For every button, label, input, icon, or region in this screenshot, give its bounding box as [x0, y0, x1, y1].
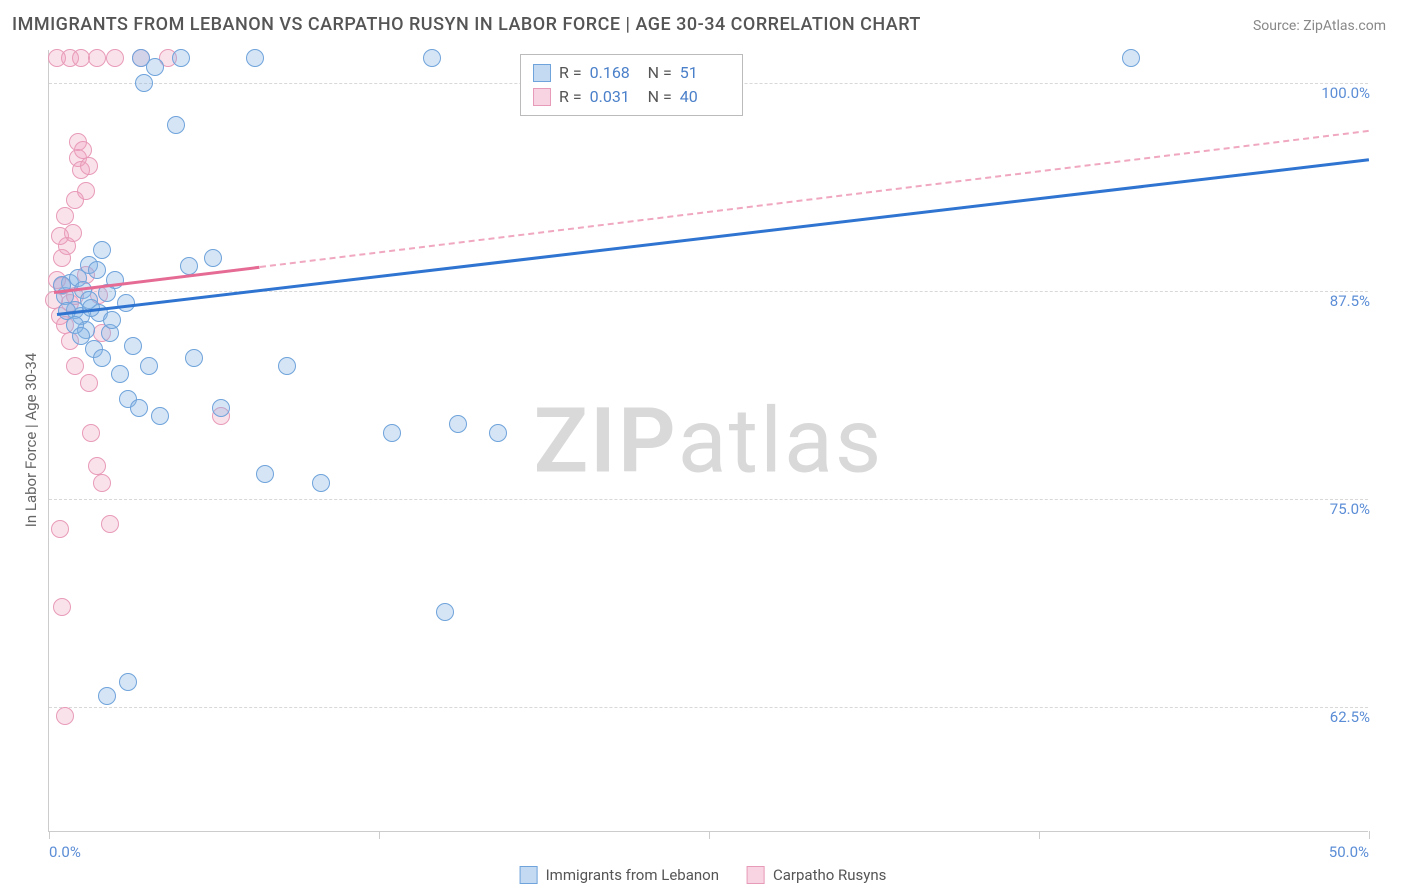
data-point	[111, 365, 129, 383]
plot-area: ZIPatlas 62.5%75.0%87.5%100.0%0.0%50.0%	[48, 50, 1368, 832]
y-axis-label: In Labor Force | Age 30-34	[22, 353, 40, 527]
data-point	[246, 49, 264, 67]
data-point	[489, 424, 507, 442]
legend-row-pink: R = 0.031 N = 40	[533, 85, 730, 109]
trend-line	[260, 130, 1369, 268]
data-point	[80, 157, 98, 175]
data-point	[74, 141, 92, 159]
data-point	[51, 520, 69, 538]
data-point	[124, 337, 142, 355]
n-value-pink: 40	[680, 85, 730, 109]
data-point	[80, 374, 98, 392]
data-point	[172, 49, 190, 67]
legend-label-pink: Carpatho Rusyns	[773, 866, 886, 884]
swatch-blue-icon	[520, 866, 538, 884]
data-point	[130, 399, 148, 417]
data-point	[88, 261, 106, 279]
data-point	[106, 49, 124, 67]
x-tick	[1369, 831, 1370, 839]
data-point	[151, 407, 169, 425]
y-tick-label: 100.0%	[1317, 84, 1370, 102]
data-point	[212, 399, 230, 417]
x-tick	[709, 831, 710, 839]
data-point	[256, 465, 274, 483]
n-label: N =	[648, 61, 672, 85]
data-point	[66, 357, 84, 375]
r-value-blue: 0.168	[590, 61, 640, 85]
x-tick-label: 0.0%	[49, 843, 81, 861]
swatch-pink-icon	[533, 88, 551, 106]
data-point	[56, 707, 74, 725]
watermark-bold: ZIP	[534, 388, 678, 493]
data-point	[312, 474, 330, 492]
legend-series: Immigrants from Lebanon Carpatho Rusyns	[520, 866, 887, 884]
data-point	[119, 673, 137, 691]
chart-title: IMMIGRANTS FROM LEBANON VS CARPATHO RUSY…	[12, 14, 921, 35]
n-label: N =	[648, 85, 672, 109]
data-point	[449, 415, 467, 433]
data-point	[204, 249, 222, 267]
data-point	[93, 474, 111, 492]
data-point	[1122, 49, 1140, 67]
n-value-blue: 51	[680, 61, 730, 85]
r-value-pink: 0.031	[590, 85, 640, 109]
gridline	[49, 499, 1368, 500]
y-tick-label: 62.5%	[1326, 708, 1370, 726]
data-point	[132, 49, 150, 67]
data-point	[135, 74, 153, 92]
data-point	[423, 49, 441, 67]
data-point	[103, 311, 121, 329]
data-point	[167, 116, 185, 134]
data-point	[53, 598, 71, 616]
legend-correlation-box: R = 0.168 N = 51 R = 0.031 N = 40	[520, 54, 743, 116]
r-label: R =	[559, 85, 582, 109]
data-point	[140, 357, 158, 375]
data-point	[117, 294, 135, 312]
watermark: ZIPatlas	[534, 388, 884, 493]
legend-label-blue: Immigrants from Lebanon	[546, 866, 719, 884]
legend-item-pink: Carpatho Rusyns	[747, 866, 886, 884]
data-point	[51, 227, 69, 245]
data-point	[101, 515, 119, 533]
chart-container: IMMIGRANTS FROM LEBANON VS CARPATHO RUSY…	[0, 0, 1406, 892]
data-point	[185, 349, 203, 367]
y-tick-label: 87.5%	[1326, 292, 1370, 310]
gridline	[49, 707, 1368, 708]
x-tick	[49, 831, 50, 839]
data-point	[98, 687, 116, 705]
data-point	[88, 457, 106, 475]
r-label: R =	[559, 61, 582, 85]
legend-row-blue: R = 0.168 N = 51	[533, 61, 730, 85]
data-point	[93, 241, 111, 259]
data-point	[436, 603, 454, 621]
data-point	[278, 357, 296, 375]
data-point	[82, 424, 100, 442]
x-tick-label: 50.0%	[1329, 843, 1369, 861]
legend-item-blue: Immigrants from Lebanon	[520, 866, 719, 884]
x-tick	[1039, 831, 1040, 839]
y-tick-label: 75.0%	[1326, 500, 1370, 518]
data-point	[72, 327, 90, 345]
data-point	[88, 49, 106, 67]
x-tick	[379, 831, 380, 839]
watermark-light: atlas	[678, 388, 884, 493]
data-point	[383, 424, 401, 442]
swatch-blue-icon	[533, 64, 551, 82]
data-point	[66, 191, 84, 209]
data-point	[56, 207, 74, 225]
swatch-pink-icon	[747, 866, 765, 884]
data-point	[93, 349, 111, 367]
source-attribution: Source: ZipAtlas.com	[1253, 18, 1386, 34]
